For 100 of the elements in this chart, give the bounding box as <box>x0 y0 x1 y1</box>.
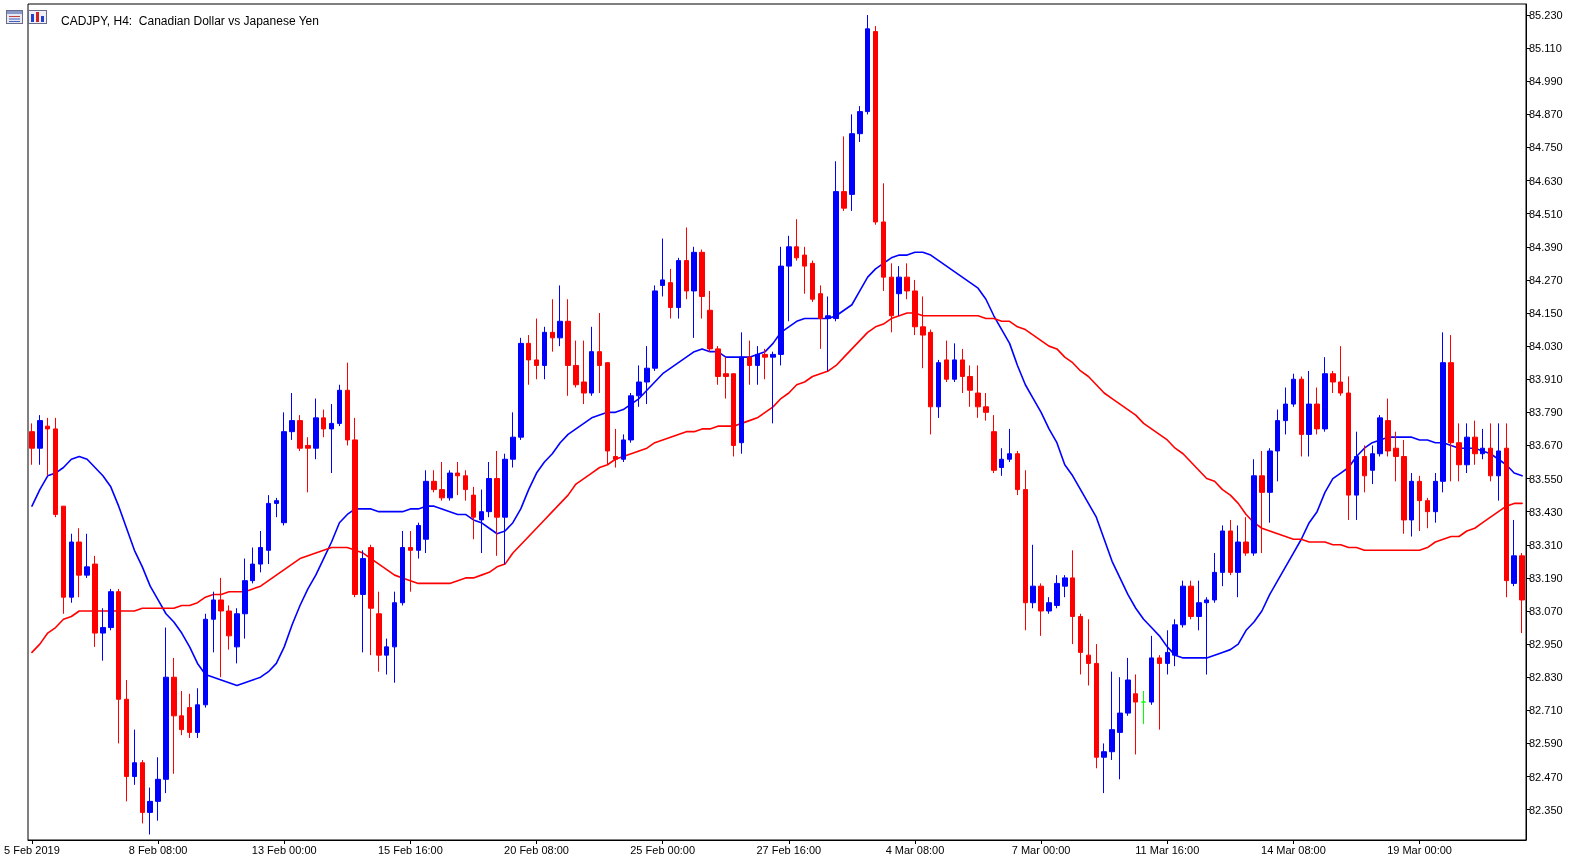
candlestick <box>1204 596 1209 675</box>
candlestick <box>731 373 736 457</box>
x-tick-label: 8 Feb 08:00 <box>128 843 188 856</box>
candlestick <box>755 345 760 386</box>
candlestick <box>1196 580 1202 631</box>
candlestick <box>37 414 43 466</box>
candlestick <box>707 290 713 353</box>
y-tick-label: 84.030 <box>1529 340 1563 353</box>
candlestick <box>1054 574 1060 609</box>
y-tick-label: 83.670 <box>1529 439 1563 452</box>
candlestick <box>975 364 981 419</box>
candlestick <box>92 555 98 648</box>
candlestick <box>1322 356 1328 433</box>
candlestick <box>1165 629 1170 675</box>
candlestick <box>439 461 445 502</box>
candlestick <box>171 657 177 775</box>
x-tick-label: 20 Feb 08:00 <box>504 843 569 856</box>
candlestick <box>1385 398 1391 457</box>
candlestick <box>305 436 311 493</box>
candlestick <box>242 558 248 640</box>
x-tick-label: 4 Mar 08:00 <box>885 843 945 856</box>
candlestick <box>1030 544 1036 609</box>
x-tick-label: 7 Mar 00:00 <box>1011 843 1071 856</box>
candlestick <box>297 414 303 452</box>
candlestick <box>691 246 697 339</box>
candlestick <box>542 326 547 380</box>
y-tick-label: 83.190 <box>1529 571 1563 584</box>
candlestick <box>762 348 768 380</box>
candlestick <box>1141 690 1146 725</box>
candlestick <box>1283 387 1288 435</box>
y-tick-label: 82.710 <box>1529 704 1563 717</box>
y-tick-label: 83.910 <box>1529 373 1563 386</box>
candlestick <box>266 494 271 565</box>
candlestick <box>1338 345 1343 397</box>
candlestick <box>1086 618 1091 686</box>
y-tick-label: 84.870 <box>1529 108 1563 121</box>
candlestick <box>486 461 492 518</box>
candlestick <box>455 461 460 496</box>
candlestick <box>1433 472 1438 524</box>
candlestick <box>1007 428 1012 463</box>
candlestick <box>76 527 82 598</box>
y-tick-label: 82.950 <box>1529 638 1563 651</box>
candlestick <box>1275 409 1280 482</box>
x-tick-label: 13 Feb 00:00 <box>251 843 317 856</box>
candlestick <box>1440 331 1446 493</box>
candlestick <box>1212 552 1217 604</box>
candlestick <box>1393 431 1399 482</box>
candlestick <box>668 268 673 320</box>
candlestick <box>1062 574 1068 598</box>
y-tick-label: 85.110 <box>1529 42 1562 55</box>
candlestick <box>329 403 334 474</box>
x-tick-label: 5 Feb 2019 <box>4 843 60 856</box>
candlestick <box>1117 676 1123 780</box>
candlestick <box>518 337 524 441</box>
candlestick <box>1015 450 1020 496</box>
y-tick-label: 83.550 <box>1529 472 1563 485</box>
candlestick <box>155 756 161 822</box>
candlestick <box>991 414 997 474</box>
candlestick <box>1306 370 1312 457</box>
candlestick <box>1220 524 1225 587</box>
candlestick <box>1511 519 1517 587</box>
candlestick <box>84 533 90 579</box>
candlestick <box>944 340 949 383</box>
candlestick <box>392 591 397 684</box>
candlestick <box>226 604 232 651</box>
candlestick <box>447 469 453 502</box>
y-tick-label: 85.230 <box>1529 9 1563 22</box>
candlestick <box>1149 635 1154 706</box>
candlestick <box>1377 414 1383 457</box>
y-tick-label: 83.430 <box>1529 505 1563 518</box>
candlestick <box>400 530 405 606</box>
candlestick <box>1228 519 1233 576</box>
candlestick <box>502 453 508 565</box>
candlestick <box>952 342 957 383</box>
candlestick <box>124 679 129 802</box>
candlestick <box>1094 643 1099 769</box>
candlestick <box>1488 422 1493 482</box>
candlestick <box>289 392 295 441</box>
candlestick <box>794 218 799 262</box>
candlestick <box>313 398 319 460</box>
candlestick <box>258 530 263 573</box>
candlestick <box>723 356 729 400</box>
candlestick <box>999 447 1004 477</box>
candlestick <box>526 334 531 386</box>
candlestick <box>1417 475 1422 532</box>
candlestick <box>187 693 192 739</box>
candlestick <box>1023 469 1028 631</box>
x-tick-label: 19 Mar 00:00 <box>1387 843 1452 856</box>
y-tick-label: 84.630 <box>1529 174 1563 187</box>
candlestick <box>321 409 326 438</box>
candlestick <box>1346 375 1351 521</box>
candlestick <box>636 364 642 408</box>
candlestick <box>810 260 815 303</box>
candlestick <box>360 549 366 653</box>
x-tick-label: 14 Mar 08:00 <box>1261 843 1326 856</box>
candlestick <box>1409 472 1414 537</box>
candlestick <box>739 331 744 455</box>
candlestick <box>613 428 618 469</box>
candlestick <box>1267 447 1273 524</box>
candlestick <box>163 627 169 794</box>
